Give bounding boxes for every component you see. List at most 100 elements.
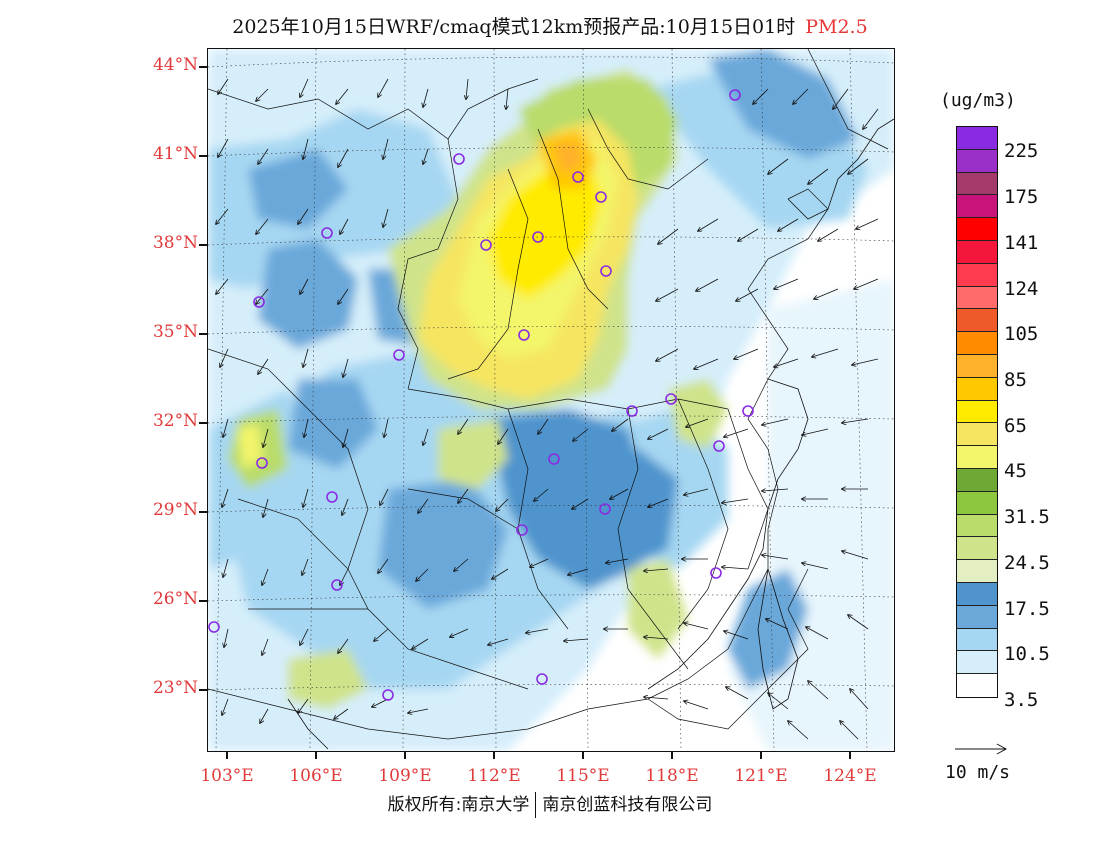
copyright: 版权所有:南京大学 南京创蓝科技有限公司 [0, 790, 1100, 818]
copyright-left: 版权所有:南京大学 [387, 795, 530, 815]
legend-swatch [957, 218, 997, 241]
lat-tick [199, 333, 207, 335]
lon-tick [226, 751, 228, 759]
circle-marker [742, 405, 754, 417]
legend-label: 124 [1004, 278, 1039, 300]
circle-marker [453, 153, 465, 165]
circle-marker [600, 265, 612, 277]
lat-label-23: 23°N [152, 678, 198, 698]
lon-label-124: 124°E [823, 766, 877, 786]
lat-label-29: 29°N [152, 500, 198, 520]
legend-swatch [957, 560, 997, 583]
lon-label-112: 112°E [467, 766, 521, 786]
circle-marker [713, 440, 725, 452]
circle-marker [253, 296, 265, 308]
pm25-map[interactable] [207, 48, 895, 752]
coastline [287, 118, 894, 750]
lon-label-103: 103°E [200, 766, 254, 786]
legend-swatch [957, 423, 997, 447]
lat-label-44: 44°N [152, 55, 198, 75]
circle-marker [208, 621, 220, 633]
legend-swatch [957, 172, 997, 196]
lat-label-26: 26°N [152, 589, 198, 609]
circle-marker [532, 231, 544, 243]
lon-tick [671, 751, 673, 759]
lat-tick [199, 689, 207, 691]
circle-marker [382, 689, 394, 701]
circle-marker [321, 227, 333, 239]
legend-swatch [957, 240, 997, 264]
legend-swatch [957, 263, 997, 287]
map-canvas [208, 49, 894, 751]
lat-tick [199, 511, 207, 513]
legend-swatch [957, 537, 997, 561]
map-title: 2025年10月15日WRF/cmaq模式12km预报产品:10月15日01时 P… [0, 12, 1100, 39]
lon-tick [760, 751, 762, 759]
legend-swatch [957, 674, 997, 697]
legend-swatch [957, 446, 997, 469]
legend-swatch [957, 195, 997, 219]
legend-swatch [957, 400, 997, 424]
legend-swatch [957, 377, 997, 401]
wind-scale-label: 10 m/s [945, 762, 1011, 783]
legend-swatch [957, 149, 997, 173]
lon-tick [849, 751, 851, 759]
circle-marker [331, 579, 343, 591]
circle-marker [665, 393, 677, 405]
legend-label: 65 [1004, 415, 1027, 437]
legend-swatch [957, 605, 997, 629]
legend-label: 24.5 [1004, 552, 1050, 574]
legend-swatch [957, 651, 997, 675]
circle-marker [626, 405, 638, 417]
circle-marker [393, 349, 405, 361]
legend-swatch [957, 628, 997, 652]
circle-marker [516, 524, 528, 536]
legend-label: 10.5 [1004, 643, 1050, 665]
lat-tick [199, 422, 207, 424]
lon-label-106: 106°E [289, 766, 343, 786]
legend-swatch [957, 468, 997, 492]
legend-swatch [957, 354, 997, 378]
lon-label-118: 118°E [645, 766, 699, 786]
legend-swatch [957, 127, 997, 150]
legend-swatch [957, 491, 997, 515]
circle-marker [599, 503, 611, 515]
legend-swatch [957, 582, 997, 606]
circle-marker [572, 171, 584, 183]
legend-label: 45 [1004, 460, 1027, 482]
circle-marker [729, 89, 741, 101]
lat-tick [199, 244, 207, 246]
divider [535, 792, 537, 818]
circle-marker [595, 191, 607, 203]
circle-marker [548, 453, 560, 465]
circle-marker [710, 567, 722, 579]
lat-label-41: 41°N [152, 144, 198, 164]
lat-tick [199, 66, 207, 68]
lat-tick [199, 600, 207, 602]
circle-marker [518, 329, 530, 341]
circle-marker [480, 239, 492, 251]
wind-arrow [955, 743, 1008, 755]
legend-swatch [957, 332, 997, 355]
lat-label-38: 38°N [152, 233, 198, 253]
units-label: (ug/m3) [940, 90, 1016, 111]
lat-label-32: 32°N [152, 411, 198, 431]
legend-label: 17.5 [1004, 598, 1050, 620]
city-markers [208, 89, 754, 701]
legend-label: 175 [1004, 186, 1039, 208]
lon-tick [582, 751, 584, 759]
lon-tick [315, 751, 317, 759]
lon-label-115: 115°E [556, 766, 610, 786]
title-text: 2025年10月15日WRF/cmaq模式12km预报产品:10月15日01时 [232, 16, 796, 38]
lat-label-35: 35°N [152, 322, 198, 342]
lon-label-109: 109°E [378, 766, 432, 786]
legend-label: 225 [1004, 140, 1039, 162]
lon-tick [493, 751, 495, 759]
circle-marker [536, 673, 548, 685]
legend-swatch [957, 309, 997, 333]
legend-swatch [957, 514, 997, 538]
variable-label: PM2.5 [805, 16, 868, 38]
lon-tick [404, 751, 406, 759]
circle-marker [256, 457, 268, 469]
copyright-right: 南京创蓝科技有限公司 [542, 795, 713, 815]
